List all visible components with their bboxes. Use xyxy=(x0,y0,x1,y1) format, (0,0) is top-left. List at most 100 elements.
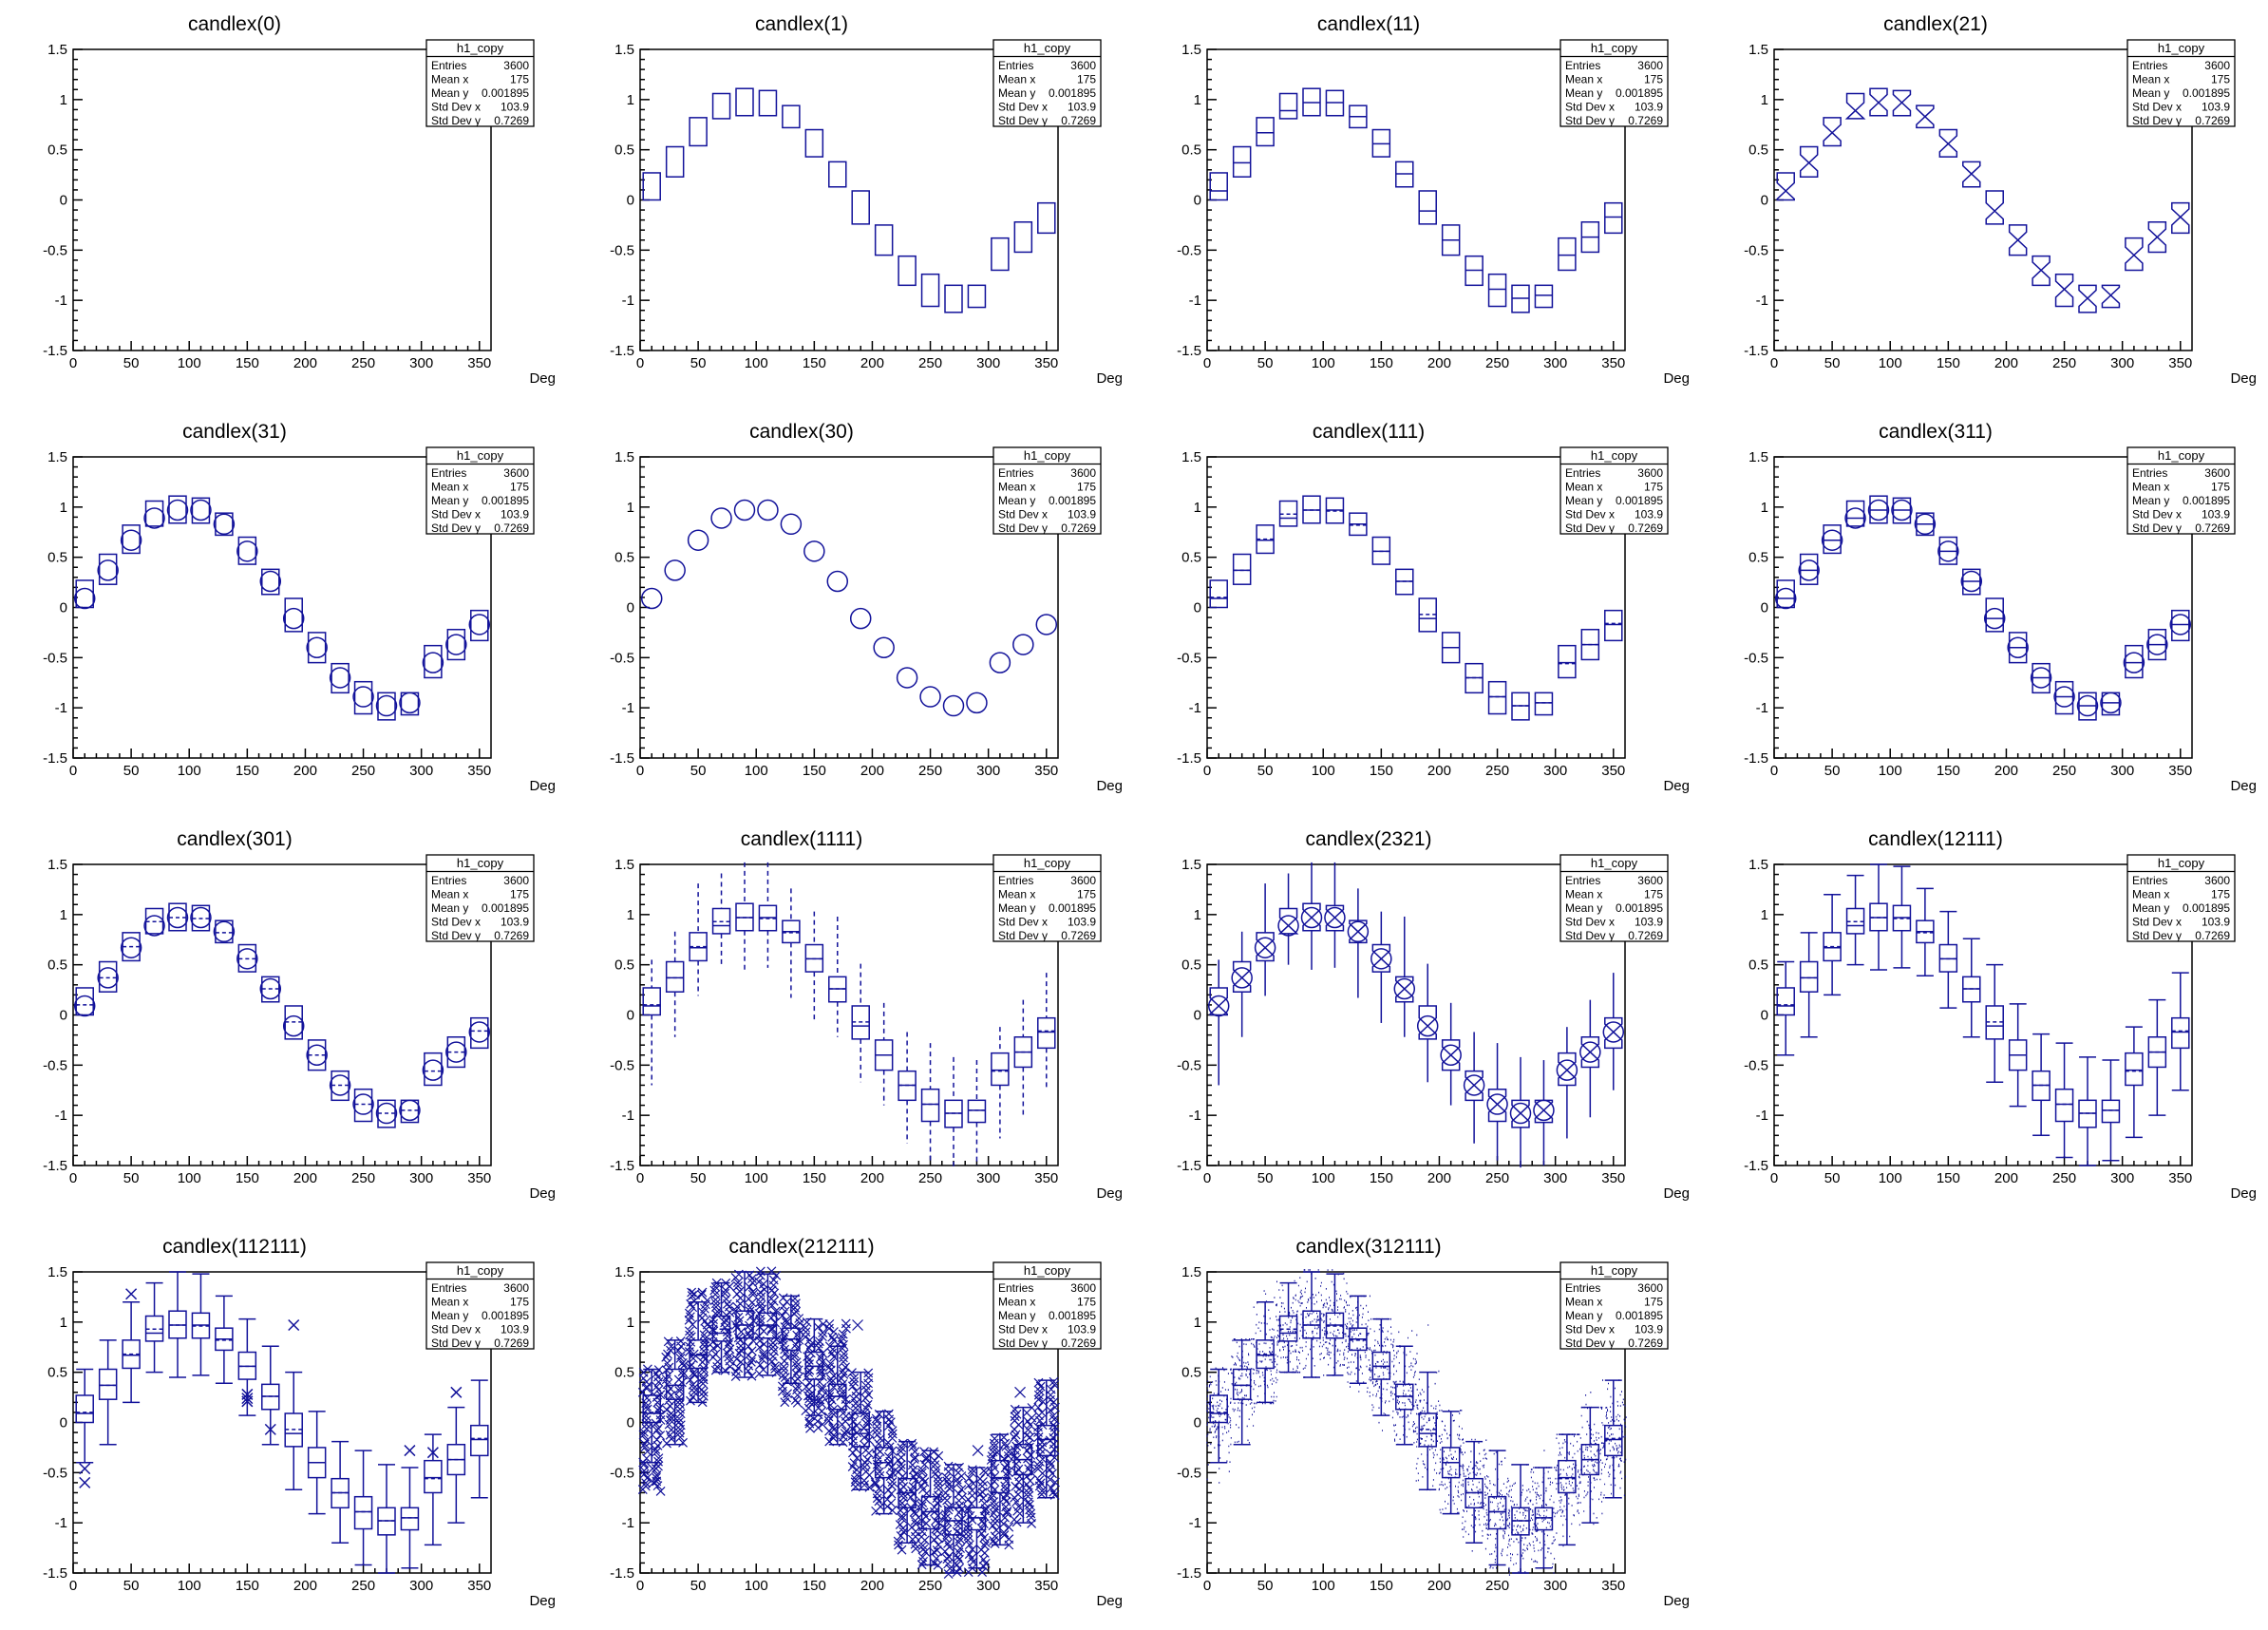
median-circle xyxy=(942,694,965,717)
y-tick-label: 1 xyxy=(627,1315,634,1331)
plot-title: candlex(12111) xyxy=(1868,828,2003,850)
candle-box-notched xyxy=(1776,172,1795,201)
pad-candlex-112111: 0 50 100 150 200 250 300 350 Deg -1.5 -1 -0.5 0 0.5 1 1… xyxy=(0,1222,567,1630)
candle-box xyxy=(98,553,118,585)
stats-label: Std Dev x xyxy=(431,916,481,929)
stats-value: 175 xyxy=(510,1296,529,1309)
outlier-x-markers xyxy=(426,1447,439,1459)
stats-value: 3600 xyxy=(1070,874,1096,887)
median-circle xyxy=(1579,1041,1601,1063)
y-tick-label: 1 xyxy=(627,907,634,923)
median-circle xyxy=(282,607,305,630)
stats-label: Mean x xyxy=(998,888,1035,901)
candle-box-notched xyxy=(2147,220,2167,254)
x-tick-label: 50 xyxy=(1257,1578,1274,1594)
stats-label: Mean x xyxy=(998,481,1035,494)
x-tick-label: 300 xyxy=(2110,1170,2134,1186)
candle-box xyxy=(98,1368,118,1400)
x-tick-label: 200 xyxy=(860,1170,884,1186)
candle-box xyxy=(967,1099,987,1124)
candle-box xyxy=(191,497,211,524)
plot-title: candlex(311) xyxy=(1879,421,1993,443)
candle-box xyxy=(642,987,661,1016)
candle-box xyxy=(98,960,118,993)
median-circle xyxy=(1937,540,1959,562)
stats-title: h1_copy xyxy=(1591,1263,1638,1278)
x-axis: 0 50 100 150 200 250 300 350 Deg xyxy=(69,341,556,387)
stats-label: Std Dev x xyxy=(431,508,481,521)
y-tick-label: 1 xyxy=(1194,500,1201,516)
candle-box-notched xyxy=(1349,919,1368,944)
stats-label: Mean y xyxy=(431,901,468,915)
stats-box: h1_copy Entries 3600 Mean x 175 Mean y 0.00189… xyxy=(1559,1261,1669,1350)
stats-label: Entries xyxy=(998,59,1033,72)
x-tick-label: 250 xyxy=(918,1170,942,1186)
x-tick-label: 0 xyxy=(636,355,644,371)
x-tick-label: 50 xyxy=(690,1578,707,1594)
outlier-x-markers xyxy=(450,1386,463,1398)
stats-label: Mean y xyxy=(1565,1309,1602,1322)
median-circle xyxy=(97,559,119,581)
stats-label: Std Dev x xyxy=(998,508,1048,521)
stats-label: Entries xyxy=(431,466,466,480)
stats-value: 3600 xyxy=(503,466,529,480)
candles xyxy=(1207,862,1625,1168)
y-tick-label: -0.5 xyxy=(43,1465,67,1481)
x-tick-label: 100 xyxy=(745,1170,768,1186)
plot-title: candlex(0) xyxy=(188,13,281,35)
stats-label: Mean y xyxy=(2132,494,2169,507)
x-tick-label: 350 xyxy=(1034,355,1058,371)
y-tick-label: -0.5 xyxy=(1744,650,1768,666)
plot-title: candlex(112111) xyxy=(162,1236,307,1258)
candle-box xyxy=(828,161,847,188)
candle-box-notched xyxy=(1844,92,1866,120)
median-circle xyxy=(445,1041,467,1063)
stats-label: Std Dev x xyxy=(998,1323,1048,1336)
x-axis: 0 50 100 150 200 250 300 350 Deg xyxy=(636,1564,1123,1609)
stats-label: Std Dev x xyxy=(1565,916,1615,929)
all-points-x xyxy=(893,1438,921,1555)
x-tick-label: 250 xyxy=(1485,1578,1509,1594)
median-circle xyxy=(468,1021,491,1043)
stats-value: 0.001895 xyxy=(482,1309,529,1322)
y-tick-label: 0.5 xyxy=(47,1365,67,1381)
stats-value: 175 xyxy=(1077,1296,1096,1309)
x-tick-label: 250 xyxy=(351,763,375,779)
y-tick-label: -1 xyxy=(55,293,67,309)
median-circle xyxy=(1486,1093,1508,1115)
plot-svg: 0 50 100 150 200 250 300 350 Deg -1.5 -1 -0.5 0 0.5 1 1… xyxy=(610,828,1123,1202)
x-tick-label: 150 xyxy=(803,1170,826,1186)
y-tick-label: -1 xyxy=(622,1515,634,1531)
candle-box-notched xyxy=(1441,1039,1461,1071)
x-tick-label: 200 xyxy=(860,763,884,779)
x-axis: 0 50 100 150 200 250 300 350 Deg xyxy=(1203,749,1690,794)
y-axis: -1.5 -1 -0.5 0 0.5 1 1.5 xyxy=(1744,857,1784,1174)
candle-box xyxy=(1799,960,1819,993)
stats-value: 175 xyxy=(2211,481,2230,494)
all-points-x xyxy=(847,1319,875,1492)
candles xyxy=(75,1271,489,1574)
x-tick-label: 300 xyxy=(2110,763,2134,779)
y-tick-label: 1 xyxy=(1194,1315,1201,1331)
stats-label: Mean x xyxy=(1565,73,1602,86)
stats-title: h1_copy xyxy=(2158,856,2205,870)
x-tick-label: 350 xyxy=(1601,1170,1625,1186)
stats-value: 0.7269 xyxy=(494,929,529,942)
median-circle xyxy=(97,967,119,989)
y-tick-label: -0.5 xyxy=(1744,1057,1768,1073)
x-tick-label: 250 xyxy=(351,1578,375,1594)
median-circle xyxy=(166,499,189,521)
stats-value: 0.001895 xyxy=(2183,901,2230,915)
candle-box xyxy=(261,568,280,596)
candle-box-notched xyxy=(1465,1070,1484,1102)
y-axis: -1.5 -1 -0.5 0 0.5 1 1.5 xyxy=(610,42,650,359)
x-axis-title: Deg xyxy=(1096,370,1123,387)
y-tick-label: 0 xyxy=(1194,193,1201,209)
x-axis: 0 50 100 150 200 250 300 350 Deg xyxy=(636,341,1123,387)
x-axis-title: Deg xyxy=(2230,370,2257,387)
stats-title: h1_copy xyxy=(1024,41,1071,55)
candle-box xyxy=(1209,1394,1228,1424)
candle-box xyxy=(331,662,350,694)
pad-candlex-11: 0 50 100 150 200 250 300 350 Deg -1.5 -1 -0.5 0 0.5 1 1… xyxy=(1134,0,1701,408)
x-axis-title: Deg xyxy=(1096,778,1123,794)
